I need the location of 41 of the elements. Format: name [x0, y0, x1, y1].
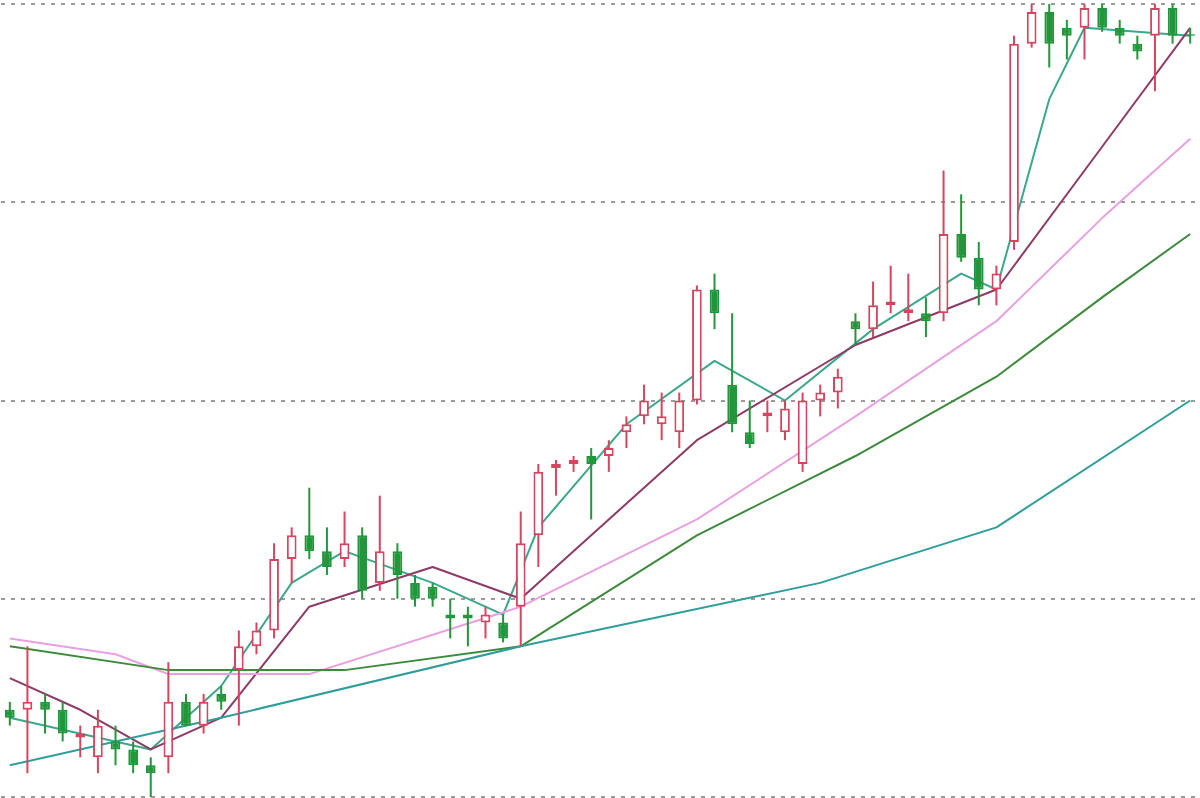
candlestick — [93, 708, 103, 775]
candlestick — [868, 280, 878, 339]
candlestick — [128, 740, 138, 775]
candlestick — [1114, 18, 1125, 45]
candlestick — [603, 439, 614, 473]
candlestick — [498, 613, 508, 644]
candlestick — [251, 621, 262, 656]
candlestick — [674, 391, 685, 450]
candlestick — [4, 700, 15, 727]
candlestick — [145, 756, 156, 798]
candlestick — [374, 494, 385, 592]
candlestick — [216, 684, 227, 711]
candlestick — [973, 240, 984, 307]
candlestick — [181, 692, 191, 727]
candlestick — [956, 193, 967, 263]
candlestick — [1062, 18, 1072, 61]
candlestick — [1132, 34, 1143, 61]
candlestick — [815, 383, 826, 418]
candlestick — [639, 383, 649, 426]
candlestick — [1097, 3, 1107, 33]
candlestick — [1150, 3, 1160, 93]
candlestick — [22, 645, 33, 775]
candlestick — [480, 605, 491, 640]
candlestick — [621, 415, 632, 450]
candlestick — [744, 399, 755, 450]
candlestick — [850, 312, 861, 346]
candlestick — [110, 724, 121, 767]
candlestick — [727, 312, 737, 434]
candlestick — [286, 526, 297, 584]
candlestick — [586, 447, 597, 521]
candlestick — [832, 367, 843, 410]
candlestick — [656, 391, 667, 442]
candlestick — [339, 510, 350, 569]
candlestick — [57, 700, 68, 743]
candlestick — [921, 296, 931, 339]
candlestick — [322, 526, 332, 576]
candlestick — [40, 692, 50, 735]
candlestick — [304, 486, 315, 561]
candlestick — [233, 629, 244, 727]
candlestick — [1044, 3, 1055, 69]
candlestick — [780, 399, 790, 442]
